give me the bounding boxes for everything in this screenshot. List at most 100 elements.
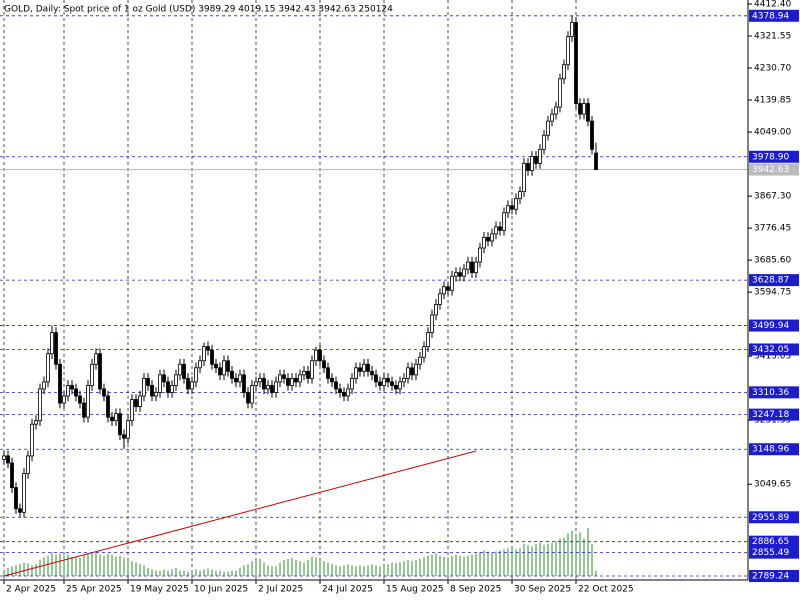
level-label: 4378.94 [752,11,789,21]
candle-body [490,233,494,242]
candle-body [98,353,102,390]
candle-body [78,395,82,404]
candle-body [530,155,534,171]
candle-body [550,113,554,122]
candle-body [42,381,46,390]
candle-body [58,363,62,404]
candle-body [446,286,450,291]
plot-layer [0,0,748,580]
y-tick-label: 3776.45 [754,224,791,234]
candle-body [406,367,410,379]
candle-body [86,385,90,418]
candle-body [130,399,134,422]
candle-body [266,385,270,390]
candle-body [538,148,542,164]
y-tick-label: 4412.40 [754,0,791,10]
level-label: 3978.90 [752,152,789,162]
candle-body [310,360,314,379]
candle-body [106,395,110,418]
candle-body [322,360,326,369]
x-tick-label: 8 Sep 2025 [450,585,501,595]
candle-body [158,374,162,393]
candle-body [442,286,446,295]
candle-body [142,377,146,397]
level-label-box [749,570,799,582]
candle-body [350,377,354,390]
candle-body [274,381,278,393]
candle-body [394,385,398,390]
level-label-box [749,386,799,399]
candle-body [206,346,210,351]
candle-body [546,120,550,136]
candle-body [358,367,362,372]
candle-body [558,78,562,108]
level-label-box [749,546,799,559]
candle-body [462,268,466,277]
candle-body [382,377,386,386]
candle-body [282,374,286,379]
candle-body [146,377,150,386]
candle-body [470,261,474,274]
candle-body [2,455,6,460]
candle-body [374,374,378,383]
level-label-box [749,319,799,332]
x-tick-label: 22 Oct 2025 [578,585,634,595]
candle-body [258,377,262,383]
level-label-box [749,443,799,456]
y-tick-label: 3231.35 [754,416,791,426]
candle-body [386,377,390,383]
x-tick-label: 30 Sep 2025 [514,585,571,595]
candle-body [454,272,458,277]
candle-body [326,367,330,379]
candle-body [494,226,498,235]
level-label: 3310.36 [752,388,789,398]
candle-body [38,388,42,422]
level-label-box [749,408,799,421]
candle-body [114,413,118,422]
candle-body [82,402,86,418]
candle-body [190,381,194,390]
candle-body [46,353,50,383]
candle-body [254,381,258,386]
candle-body [242,374,246,393]
candle-body [554,106,558,115]
candle-body [74,388,78,397]
candle-body [378,381,382,386]
candle-body [522,163,526,193]
y-tick-label: 4139.85 [754,96,791,106]
candle-body [338,388,342,393]
candle-body [306,370,310,379]
candle-body [222,360,226,376]
level-label-box [749,511,799,524]
candle-body [314,349,318,362]
candle-body [90,363,94,386]
level-label: 3247.18 [752,410,789,420]
candle-body [578,103,582,115]
candle-body [438,293,442,305]
x-tick-label: 2 Apr 2025 [6,585,56,595]
candle-body [506,205,510,214]
candle-body [262,377,266,390]
y-tick-label: 3594.75 [754,288,791,298]
x-tick-label: 24 Jul 2025 [322,585,373,595]
candle-body [170,385,174,393]
candle-body [518,191,522,200]
candle-body [70,385,74,390]
candle-body [418,356,422,365]
level-label: 3499.94 [752,321,789,331]
candle-body [478,247,482,263]
candle-body [194,367,198,383]
trendline [3,450,477,577]
candle-body [34,420,38,425]
candle-body [466,261,470,270]
candle-body [66,385,70,397]
level-label: 2789.24 [752,572,789,582]
candle-body [502,212,506,231]
y-tick-label: 4049.00 [754,128,791,138]
candle-body [534,155,538,164]
candle-body [182,363,186,379]
level-label: 3148.96 [752,445,789,455]
candle-body [278,374,282,383]
candle-body [294,377,298,383]
